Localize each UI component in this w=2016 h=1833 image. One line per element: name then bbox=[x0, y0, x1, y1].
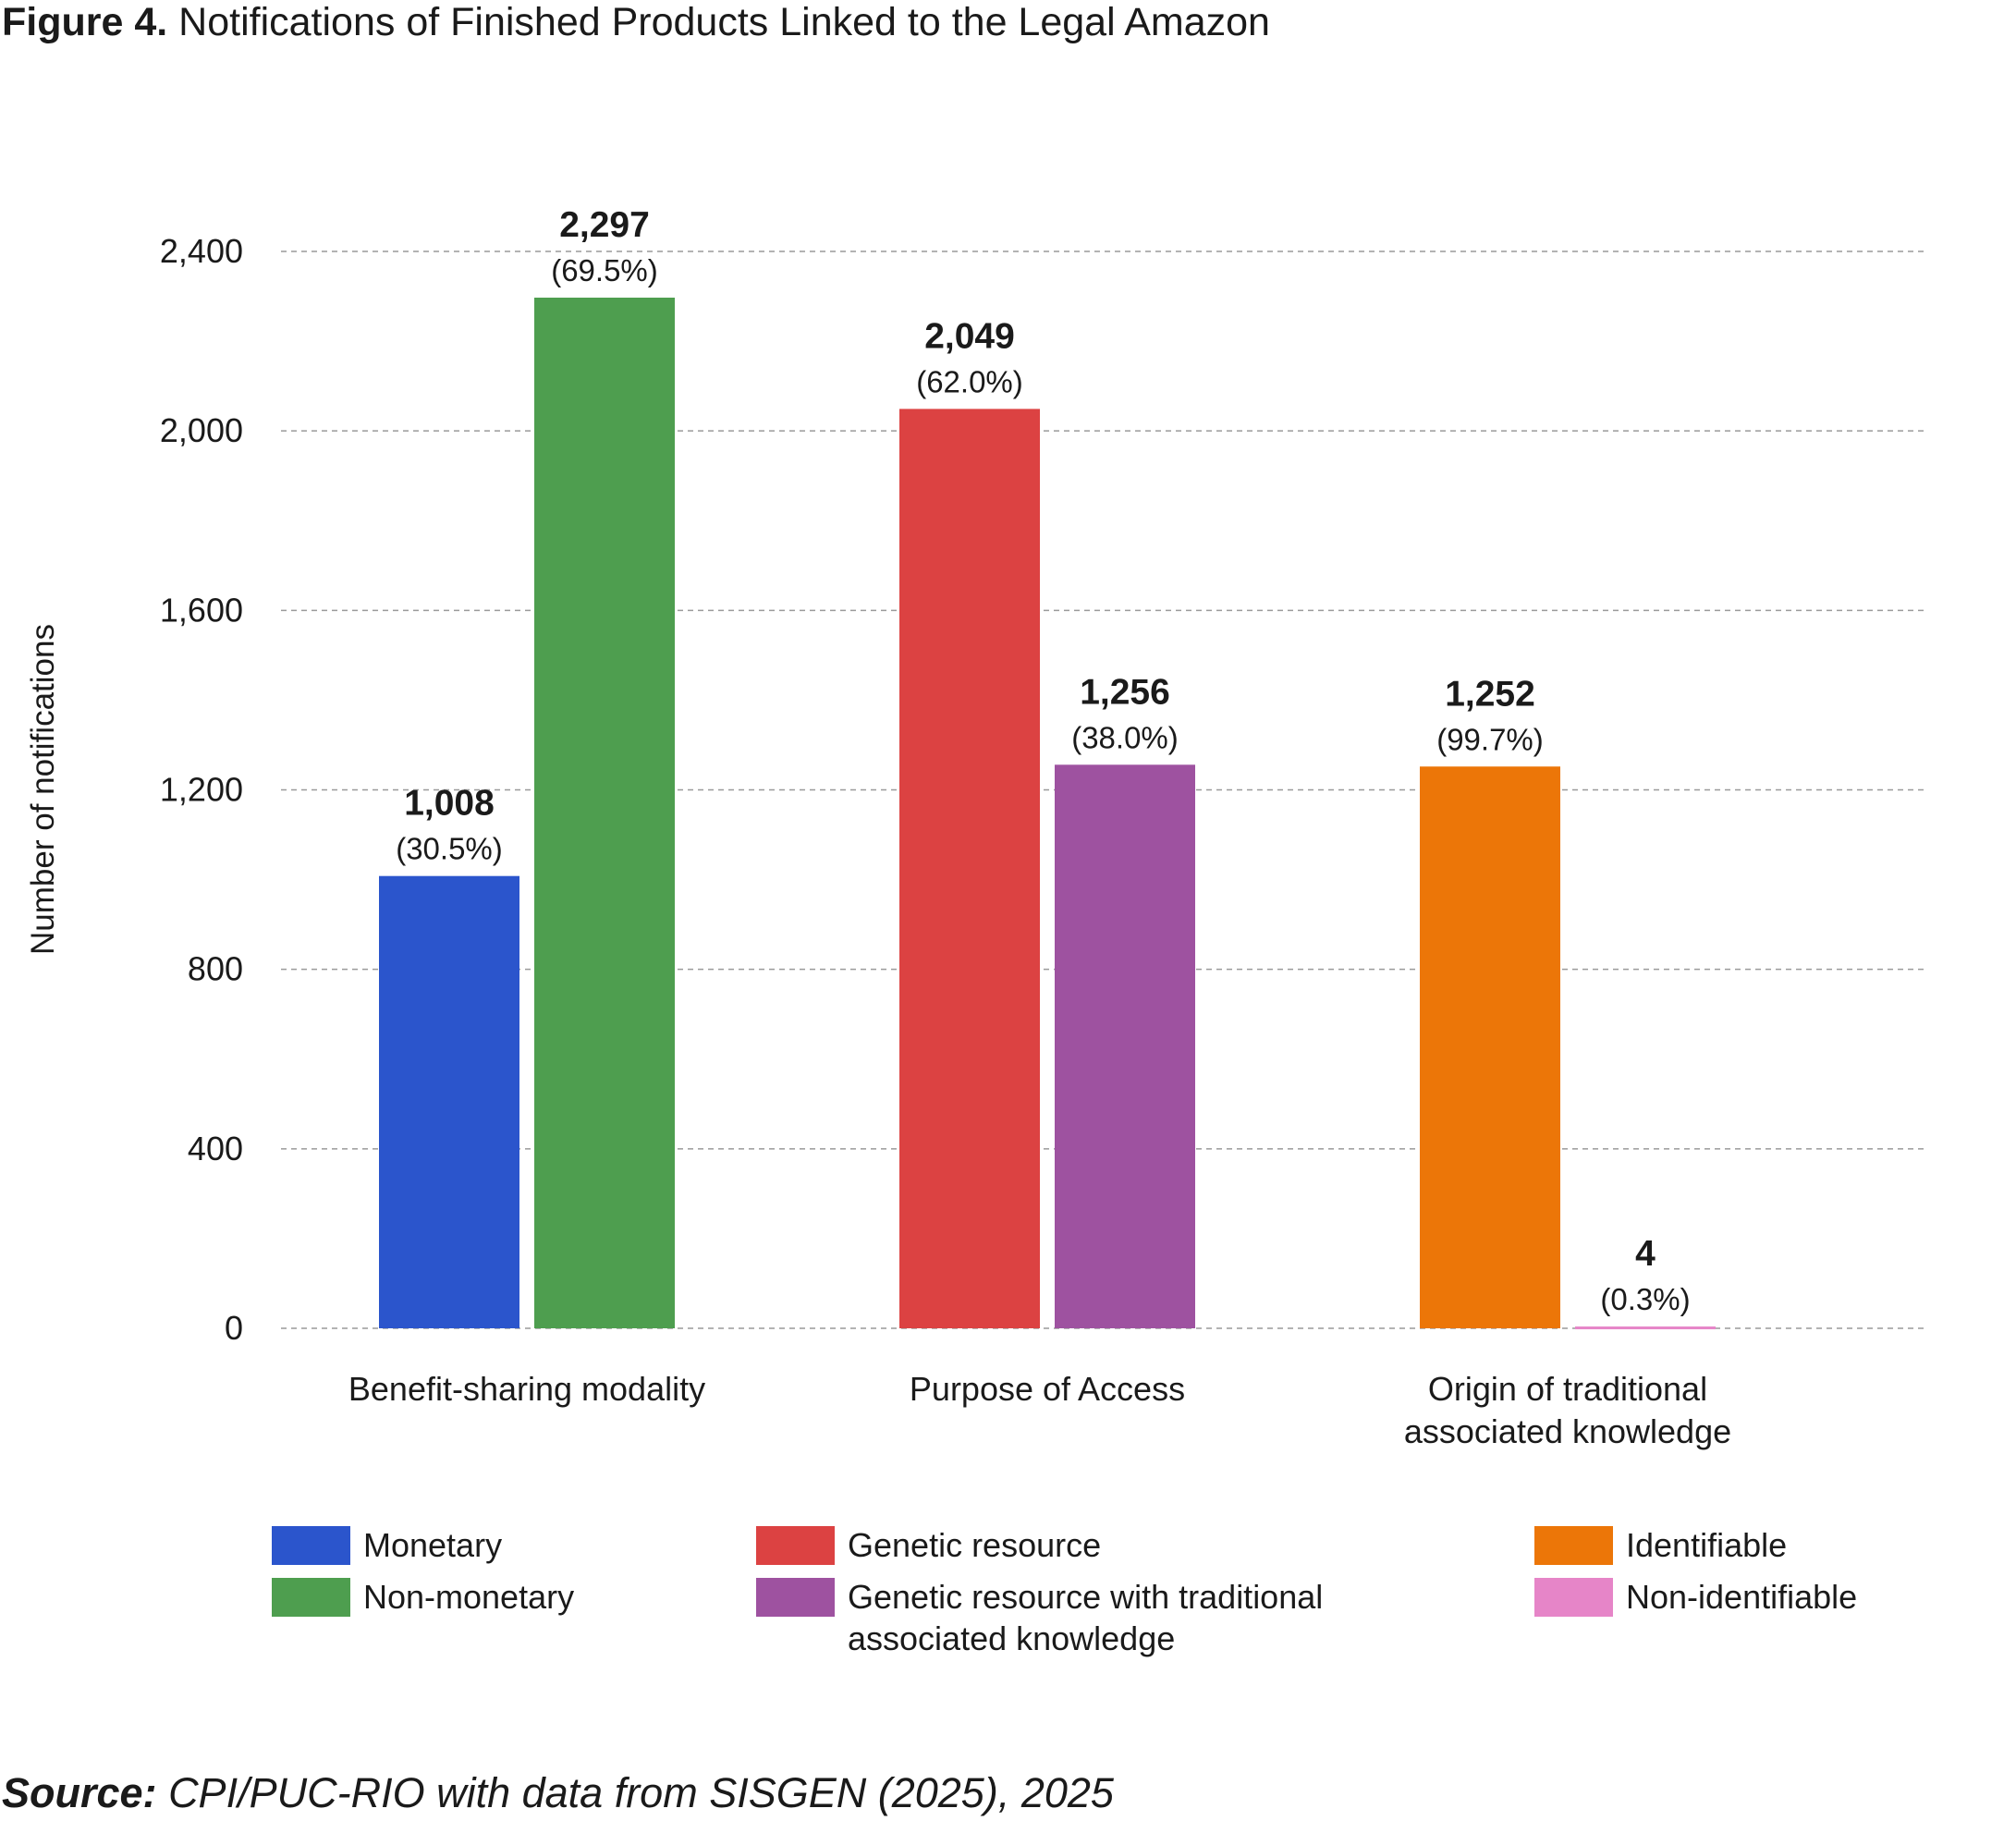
legend-label: Identifiable bbox=[1626, 1526, 1787, 1564]
share-label: (38.0%) bbox=[1071, 720, 1179, 754]
y-tick-label: 1,200 bbox=[160, 771, 243, 809]
bar bbox=[379, 875, 519, 1328]
share-label: (30.5%) bbox=[396, 832, 503, 866]
value-label: 1,252 bbox=[1445, 674, 1535, 714]
x-tick-label: Benefit-sharing modality bbox=[348, 1370, 705, 1408]
legend-swatch bbox=[756, 1578, 835, 1617]
source-prefix: Source: bbox=[2, 1769, 157, 1816]
y-tick-label: 0 bbox=[225, 1309, 243, 1347]
bar bbox=[1575, 1326, 1716, 1330]
legend-swatch bbox=[756, 1526, 835, 1565]
y-tick-label: 800 bbox=[188, 950, 243, 988]
legend-label: Genetic resource with traditional associa… bbox=[848, 1578, 1323, 1657]
legend-label: Monetary bbox=[363, 1526, 502, 1564]
y-tick-label: 2,400 bbox=[160, 232, 243, 270]
chart-title: Figure 4. Notifications of Finished Prod… bbox=[2, 0, 1270, 44]
title-prefix: Figure 4. bbox=[2, 0, 167, 44]
legend-swatch bbox=[1534, 1578, 1613, 1617]
bar bbox=[899, 409, 1040, 1329]
legend-swatch bbox=[272, 1526, 350, 1565]
share-label: (62.0%) bbox=[916, 364, 1023, 398]
y-tick-label: 400 bbox=[188, 1130, 243, 1167]
share-label: (0.3%) bbox=[1600, 1282, 1690, 1316]
legend-swatch bbox=[272, 1578, 350, 1617]
bar bbox=[1420, 766, 1560, 1328]
x-tick-label: Purpose of Access bbox=[910, 1370, 1185, 1408]
value-label: 1,256 bbox=[1080, 672, 1170, 712]
y-axis-label: Number of notifications bbox=[25, 624, 61, 955]
bar bbox=[1055, 764, 1195, 1328]
bar bbox=[534, 297, 675, 1328]
title-text: Notifications of Finished Products Linke… bbox=[178, 0, 1270, 44]
legend-label: Non-monetary bbox=[363, 1578, 574, 1616]
share-label: (69.5%) bbox=[551, 253, 658, 287]
x-tick-label: Origin of traditional associated knowledg… bbox=[1404, 1370, 1731, 1450]
source: Source: CPI/PUC-RIO with data from SISGE… bbox=[2, 1769, 1115, 1816]
source-text: CPI/PUC-RIO with data from SISGEN (2025)… bbox=[168, 1769, 1115, 1816]
value-label: 2,049 bbox=[924, 316, 1015, 356]
value-label: 2,297 bbox=[559, 205, 650, 245]
legend-label: Genetic resource bbox=[848, 1526, 1101, 1564]
value-label: 1,008 bbox=[404, 784, 495, 824]
share-label: (99.7%) bbox=[1436, 722, 1544, 756]
y-tick-label: 2,000 bbox=[160, 411, 243, 449]
legend-swatch bbox=[1534, 1526, 1613, 1565]
value-label: 4 bbox=[1635, 1234, 1656, 1274]
y-tick-label: 1,600 bbox=[160, 591, 243, 629]
legend-label: Non-identifiable bbox=[1626, 1578, 1857, 1616]
